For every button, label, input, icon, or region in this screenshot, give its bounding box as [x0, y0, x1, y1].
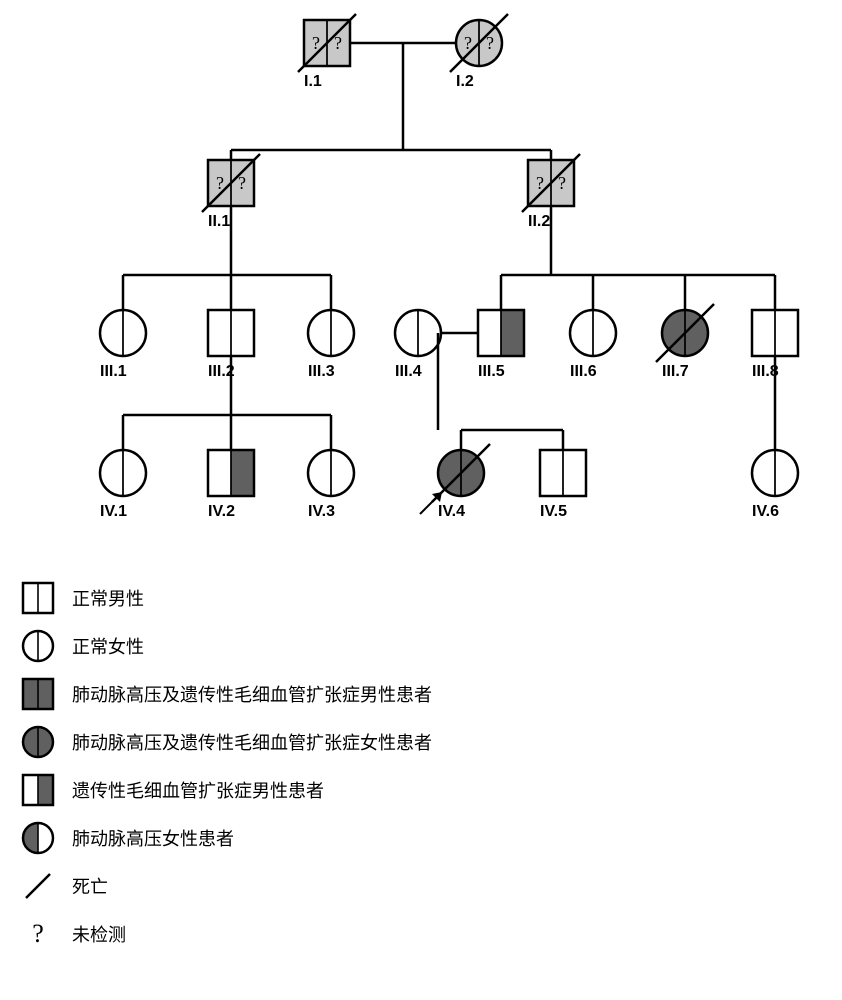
individual-IV.6: IV.6 — [752, 450, 798, 520]
legend-symbol — [20, 580, 56, 616]
individual-label: III.6 — [570, 363, 597, 380]
legend-text: 未检测 — [72, 921, 126, 947]
individual-IV.3: IV.3 — [308, 450, 354, 520]
legend-symbol — [20, 724, 56, 760]
individual-label: III.5 — [478, 363, 505, 380]
individual-III.2: III.2 — [208, 310, 254, 380]
individual-IV.5: IV.5 — [540, 450, 586, 520]
individual-label: IV.4 — [438, 503, 465, 520]
individual-label: III.8 — [752, 363, 779, 380]
individual-III.5: III.5 — [478, 310, 524, 380]
pedigree-svg: ??I.1??I.2??II.1??II.2III.1III.2III.3III… — [0, 0, 842, 560]
legend-text: 正常男性 — [72, 585, 144, 611]
individual-I.2: ??I.2 — [450, 14, 508, 90]
individual-III.6: III.6 — [570, 310, 616, 380]
legend-row: 肺动脉高压及遗传性毛细血管扩张症男性患者 — [20, 676, 432, 712]
individual-label: III.1 — [100, 363, 127, 380]
legend-row: 肺动脉高压及遗传性毛细血管扩张症女性患者 — [20, 724, 432, 760]
individual-label: III.4 — [395, 363, 422, 380]
individual-label: IV.6 — [752, 503, 779, 520]
individual-IV.1: IV.1 — [100, 450, 146, 520]
individual-III.1: III.1 — [100, 310, 146, 380]
individual-III.7: III.7 — [656, 304, 714, 380]
individual-label: IV.5 — [540, 503, 567, 520]
individual-label: IV.3 — [308, 503, 335, 520]
legend-symbol — [20, 676, 56, 712]
individual-label: II.2 — [528, 213, 550, 230]
individual-label: I.2 — [456, 73, 474, 90]
legend-text: 死亡 — [72, 873, 108, 899]
legend-row: ? 未检测 — [20, 916, 432, 952]
individual-label: II.1 — [208, 213, 230, 230]
legend-symbol — [20, 628, 56, 664]
legend-row: 正常男性 — [20, 580, 432, 616]
legend-text: 肺动脉高压及遗传性毛细血管扩张症女性患者 — [72, 729, 432, 755]
individual-label: III.7 — [662, 363, 689, 380]
legend-row: 肺动脉高压女性患者 — [20, 820, 432, 856]
legend-symbol — [20, 820, 56, 856]
legend-row: 遗传性毛细血管扩张症男性患者 — [20, 772, 432, 808]
individual-label: III.3 — [308, 363, 335, 380]
legend-text: 正常女性 — [72, 633, 144, 659]
legend-text: 遗传性毛细血管扩张症男性患者 — [72, 777, 324, 803]
individual-label: I.1 — [304, 73, 322, 90]
legend-row: 正常女性 — [20, 628, 432, 664]
legend-text: 肺动脉高压及遗传性毛细血管扩张症男性患者 — [72, 681, 432, 707]
individual-III.3: III.3 — [308, 310, 354, 380]
legend: 正常男性正常女性肺动脉高压及遗传性毛细血管扩张症男性患者肺动脉高压及遗传性毛细血… — [20, 580, 432, 964]
individual-III.4: III.4 — [395, 310, 441, 380]
legend-symbol: ? — [20, 916, 56, 952]
legend-symbol — [20, 868, 56, 904]
individual-IV.4: IV.4 — [420, 444, 490, 520]
legend-symbol — [20, 772, 56, 808]
individual-III.8: III.8 — [752, 310, 798, 380]
individual-IV.2: IV.2 — [208, 450, 254, 520]
individual-label: IV.1 — [100, 503, 127, 520]
pedigree-chart: ??I.1??I.2??II.1??II.2III.1III.2III.3III… — [0, 0, 842, 560]
individual-label: IV.2 — [208, 503, 235, 520]
individual-I.1: ??I.1 — [298, 14, 356, 90]
legend-row: 死亡 — [20, 868, 432, 904]
legend-text: 肺动脉高压女性患者 — [72, 825, 234, 851]
individual-label: III.2 — [208, 363, 235, 380]
